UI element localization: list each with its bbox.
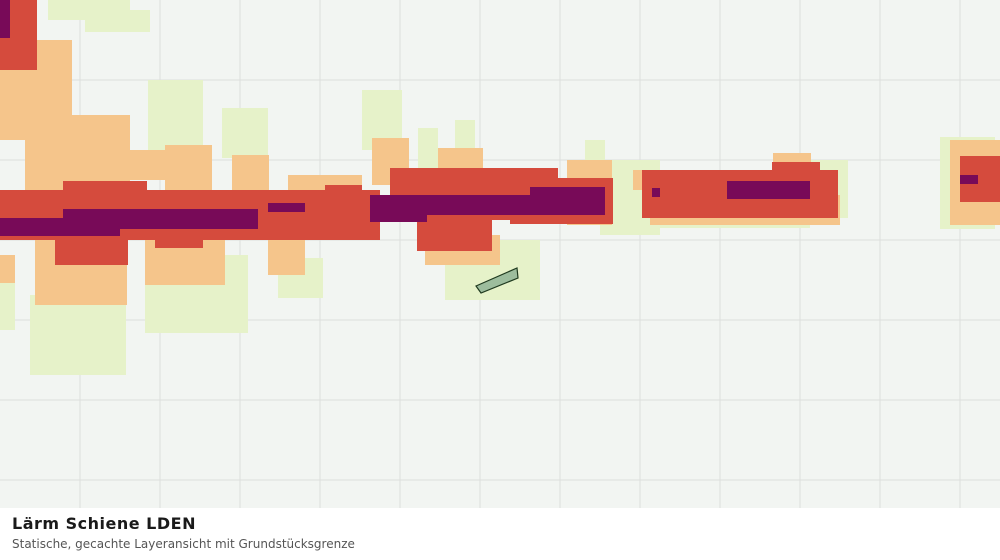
noise-area <box>418 128 438 170</box>
noise-area <box>25 115 130 190</box>
noise-area <box>155 238 203 248</box>
map-subtitle: Statische, gecachte Layeransicht mit Gru… <box>12 537 355 551</box>
noise-area <box>30 295 126 375</box>
noise-area <box>0 218 70 236</box>
noise-area <box>370 195 605 215</box>
caption: Lärm Schiene LDEN Statische, gecachte La… <box>0 508 1000 560</box>
noise-area <box>268 203 305 212</box>
noise-area <box>268 235 305 275</box>
noise-area <box>727 181 810 199</box>
noise-area <box>222 108 268 158</box>
map-title: Lärm Schiene LDEN <box>12 514 196 533</box>
noise-area <box>63 209 258 229</box>
noise-area <box>652 188 660 197</box>
noise-area <box>0 280 15 330</box>
noise-area <box>455 120 475 150</box>
noise-area <box>63 181 147 201</box>
noise-map <box>0 0 1000 508</box>
noise-area <box>530 187 605 197</box>
noise-area <box>232 155 269 195</box>
noise-area <box>120 150 165 180</box>
noise-area <box>55 235 128 265</box>
noise-area <box>417 215 492 251</box>
noise-area <box>70 228 120 236</box>
noise-area <box>960 175 978 184</box>
noise-area <box>85 10 150 32</box>
noise-area <box>165 145 212 195</box>
parcel-boundary <box>475 267 519 294</box>
noise-zone-very-high <box>0 0 978 236</box>
noise-area <box>585 140 605 162</box>
noise-area <box>370 212 427 222</box>
noise-area <box>0 255 15 283</box>
noise-area <box>0 0 10 38</box>
noise-area <box>772 162 820 172</box>
noise-area <box>325 185 362 195</box>
